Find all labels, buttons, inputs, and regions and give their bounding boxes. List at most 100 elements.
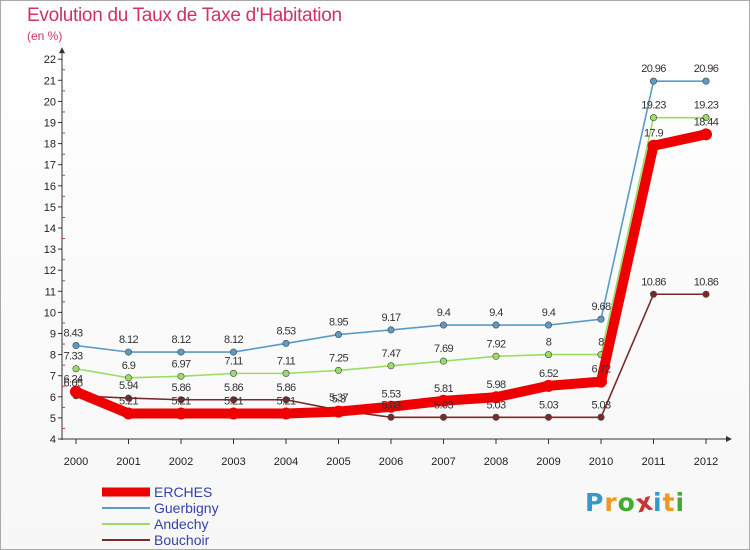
data-label: 5.98 bbox=[486, 379, 505, 391]
chart-subtitle: (en %) bbox=[27, 29, 63, 43]
data-point bbox=[437, 394, 450, 407]
data-point bbox=[125, 394, 133, 402]
data-label: 17.9 bbox=[644, 128, 663, 140]
data-label: 5.21 bbox=[224, 395, 243, 407]
data-label: 8.12 bbox=[171, 334, 190, 346]
data-label: 5.03 bbox=[539, 399, 558, 411]
data-point bbox=[387, 413, 395, 421]
data-point bbox=[439, 321, 447, 329]
data-label: 5.53 bbox=[381, 389, 400, 401]
x-tick-label: 2007 bbox=[431, 456, 455, 468]
data-point bbox=[72, 365, 80, 373]
data-point bbox=[177, 348, 185, 356]
data-label: 20.96 bbox=[641, 63, 666, 75]
data-label: 7.33 bbox=[63, 351, 82, 363]
data-point bbox=[230, 348, 238, 356]
logo-letter: i bbox=[653, 488, 663, 517]
legend-label: Andechy bbox=[154, 516, 208, 532]
data-label: 8.43 bbox=[63, 328, 82, 340]
data-label: 19.23 bbox=[694, 100, 719, 112]
data-label: 9.17 bbox=[381, 312, 400, 324]
data-point bbox=[175, 407, 187, 420]
data-point bbox=[230, 396, 238, 404]
data-label: 5.3 bbox=[332, 394, 346, 406]
data-label: 8 bbox=[598, 337, 604, 349]
data-point bbox=[597, 413, 605, 421]
y-tick-label: 9 bbox=[50, 329, 56, 341]
data-label: 8.95 bbox=[329, 317, 348, 329]
data-label: 8.12 bbox=[119, 334, 138, 346]
data-point bbox=[70, 385, 82, 398]
data-point bbox=[282, 339, 290, 347]
x-tick-label: 2011 bbox=[642, 456, 666, 468]
y-tick-label: 6 bbox=[50, 392, 56, 404]
data-point bbox=[649, 114, 657, 122]
logo-letter: o bbox=[617, 488, 636, 517]
data-label: 8 bbox=[546, 337, 552, 349]
data-point bbox=[387, 326, 395, 334]
data-label: 8.12 bbox=[224, 334, 243, 346]
data-point bbox=[595, 375, 607, 388]
data-label: 5.81 bbox=[434, 383, 453, 395]
data-label: 9.4 bbox=[437, 307, 451, 319]
x-tick-label: 2009 bbox=[536, 456, 560, 468]
data-point bbox=[597, 315, 605, 323]
data-point bbox=[544, 321, 552, 329]
data-point bbox=[702, 114, 710, 122]
chart-title: Evolution du Taux de Taxe d'Habitation bbox=[27, 5, 342, 26]
data-label: 5.86 bbox=[276, 382, 295, 394]
y-tick-label: 14 bbox=[44, 223, 56, 235]
data-point bbox=[332, 405, 345, 418]
y-tick-label: 22 bbox=[44, 54, 56, 66]
data-label: 6.24 bbox=[63, 374, 82, 386]
data-label: 8.53 bbox=[276, 325, 295, 337]
data-label: 18.44 bbox=[694, 116, 719, 128]
data-label: 5.86 bbox=[224, 382, 243, 394]
data-label: 5.37 bbox=[329, 392, 348, 404]
x-tick-label: 2010 bbox=[589, 456, 613, 468]
y-tick-label: 15 bbox=[44, 202, 56, 214]
y-tick-label: 4 bbox=[50, 434, 56, 446]
y-tick-label: 17 bbox=[44, 160, 56, 172]
data-label: 5.86 bbox=[171, 382, 190, 394]
data-label: 5.03 bbox=[434, 399, 453, 411]
data-label: 7.25 bbox=[329, 352, 348, 364]
data-label: 6.72 bbox=[591, 364, 610, 376]
data-point bbox=[282, 369, 290, 377]
x-tick-label: 2012 bbox=[694, 456, 718, 468]
y-tick-label: 10 bbox=[44, 307, 56, 319]
y-tick-label: 18 bbox=[44, 139, 56, 151]
x-tick-label: 2006 bbox=[379, 456, 403, 468]
logo-letter: r bbox=[604, 488, 618, 517]
data-point bbox=[72, 342, 80, 350]
logo-letter: i bbox=[675, 488, 686, 517]
data-label: 9.4 bbox=[542, 307, 556, 319]
proxiti-logo: Proxiti bbox=[585, 487, 686, 519]
data-point bbox=[282, 396, 290, 404]
data-point bbox=[700, 128, 712, 141]
data-label: 7.69 bbox=[434, 343, 453, 355]
data-point bbox=[439, 357, 447, 365]
logo-letter: P bbox=[585, 488, 605, 517]
y-axis-arrow bbox=[59, 47, 65, 54]
data-point bbox=[334, 366, 342, 374]
data-point bbox=[649, 77, 657, 85]
y-tick-label: 11 bbox=[45, 286, 56, 298]
data-label: 10.86 bbox=[641, 276, 666, 288]
y-tick-label: 7 bbox=[50, 371, 56, 383]
data-point bbox=[385, 400, 397, 413]
data-point bbox=[334, 331, 342, 339]
data-point bbox=[544, 351, 552, 359]
data-point bbox=[125, 348, 133, 356]
data-label: 20.96 bbox=[694, 63, 719, 75]
data-label: 5.94 bbox=[119, 380, 138, 392]
logo-letter: t bbox=[662, 488, 676, 517]
x-tick-label: 2003 bbox=[221, 456, 245, 468]
x-tick-label: 2001 bbox=[116, 456, 140, 468]
y-tick-label: 12 bbox=[44, 265, 56, 277]
y-tick-label: 8 bbox=[50, 350, 56, 362]
data-label: 5.03 bbox=[591, 399, 610, 411]
data-point bbox=[542, 379, 555, 392]
data-point bbox=[492, 321, 500, 329]
data-point bbox=[647, 139, 660, 152]
